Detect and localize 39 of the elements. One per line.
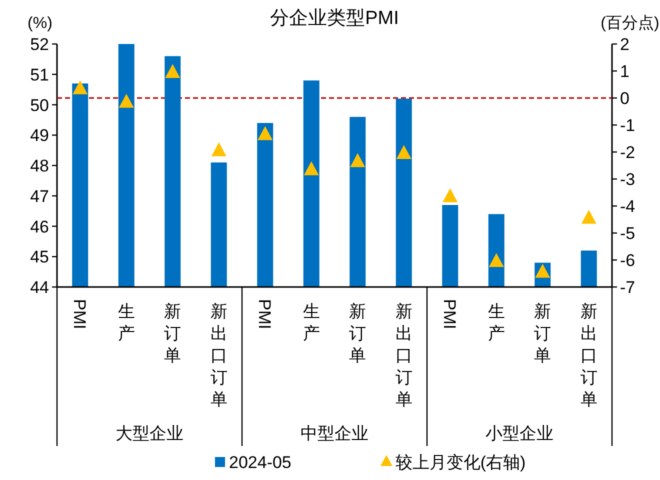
y2-tick-label: 0 — [620, 89, 630, 108]
y2-tick-label: 1 — [620, 62, 630, 81]
y2-tick-label: -7 — [620, 278, 636, 297]
y2-axis-title: (百分点) — [600, 14, 660, 32]
y-tick-label: 47 — [30, 186, 49, 206]
x-tick-label: PMI — [440, 299, 460, 330]
y2-tick-label: -2 — [620, 143, 636, 162]
y-tick-label: 46 — [30, 217, 49, 236]
x-tick-label: 新出口订单 — [580, 302, 598, 409]
x-tick-label: 新出口订单 — [210, 302, 228, 409]
x-tick-label: PMI — [70, 299, 90, 330]
x-tick-label: 新订单 — [534, 302, 552, 365]
text: 大型企业 — [116, 424, 184, 443]
y-axis-title: (%) — [28, 15, 52, 32]
text: 小型企业 — [486, 424, 554, 443]
x-tick-label: 生产 — [488, 302, 505, 343]
y-tick-label: 45 — [30, 248, 49, 267]
y2-tick-label: -5 — [620, 224, 636, 243]
y-tick-label: 48 — [30, 156, 49, 176]
y-tick-label: 49 — [30, 126, 49, 146]
y2-tick-label: 2 — [620, 35, 630, 54]
y-tick-label: 44 — [30, 278, 49, 297]
legend-label: 较上月变化(右轴) — [395, 453, 526, 472]
y2-tick-label: -3 — [620, 170, 636, 189]
x-tick-label: 生产 — [118, 302, 135, 343]
x-tick-label: 生产 — [302, 302, 320, 343]
y-tick-label: 52 — [30, 35, 49, 54]
legend-label: 2024-05 — [229, 453, 292, 472]
chart-title: 分企业类型PMI — [270, 8, 399, 29]
x-tick-label: 新出口订单 — [395, 302, 412, 409]
y-tick-label: 51 — [30, 65, 49, 84]
y2-tick-label: -4 — [620, 197, 636, 216]
x-tick-label: PMI — [255, 299, 274, 330]
x-tick-label: 新订单 — [349, 302, 366, 365]
text: 中型企业 — [300, 424, 368, 443]
y2-tick-label: -6 — [620, 251, 636, 270]
y-tick-label: 50 — [30, 96, 49, 115]
x-tick-label: 新订单 — [164, 302, 182, 365]
y2-tick-label: -1 — [620, 116, 636, 135]
